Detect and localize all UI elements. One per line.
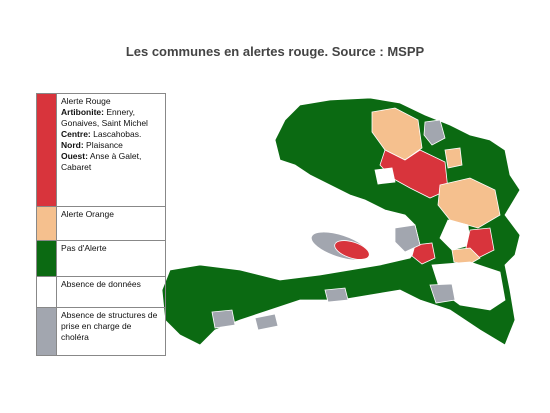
orange-zone <box>451 247 481 266</box>
communes: Anse à Galet, Cabaret <box>61 151 142 172</box>
red-zone <box>411 242 436 265</box>
communes: Lascahobas. <box>93 129 142 139</box>
legend-detail: Centre: Lascahobas. <box>61 129 161 140</box>
communes: Ennery, Gonaives, Saint Michel <box>61 107 148 128</box>
map-title: Les communes en alertes rouge. Source : … <box>125 44 425 59</box>
legend-label: Alerte Rouge <box>61 96 111 106</box>
legend-swatch <box>37 207 57 240</box>
legend-text: Absence de données <box>57 277 145 307</box>
legend-swatch <box>37 308 57 355</box>
orange-zone <box>437 177 501 229</box>
legend-text: Absence de structures de prise en charge… <box>57 308 165 355</box>
gray-zone <box>211 309 236 329</box>
legend-label: Pas d'Alerte <box>61 243 107 253</box>
department: Artibonite: <box>61 107 104 117</box>
legend-row: Alerte Rouge Artibonite: Ennery, Gonaives… <box>37 94 165 206</box>
gray-zone <box>254 313 279 331</box>
legend-text: Pas d'Alerte <box>57 241 111 276</box>
legend-label: Alerte Orange <box>61 209 114 219</box>
department: Ouest: <box>61 151 88 161</box>
legend-swatch <box>37 241 57 276</box>
gray-zone <box>394 224 421 253</box>
white-zone <box>374 167 396 185</box>
gray-zone <box>429 283 456 304</box>
anse-a-galet <box>334 240 370 260</box>
legend-row: Absence de structures de prise en charge… <box>37 307 165 355</box>
gray-zone <box>423 119 446 146</box>
legend-text: Alerte Orange <box>57 207 118 240</box>
legend: Alerte Rouge Artibonite: Ennery, Gonaives… <box>36 93 166 356</box>
legend-swatch <box>37 94 57 206</box>
white-zone <box>439 219 471 251</box>
communes: Plaisance <box>86 140 123 150</box>
legend-row: Pas d'Alerte <box>37 240 165 276</box>
legend-row: Absence de données <box>37 276 165 307</box>
legend-swatch <box>37 277 57 307</box>
legend-detail: Artibonite: Ennery, Gonaives, Saint Mich… <box>61 107 161 129</box>
legend-detail: Nord: Plaisance <box>61 140 161 151</box>
legend-text: Alerte Rouge Artibonite: Ennery, Gonaives… <box>57 94 165 206</box>
legend-row: Alerte Orange <box>37 206 165 240</box>
orange-zone <box>444 147 463 169</box>
department: Centre: <box>61 129 91 139</box>
legend-label: Absence de données <box>61 279 141 289</box>
gray-zone <box>324 287 349 303</box>
legend-detail: Ouest: Anse à Galet, Cabaret <box>61 151 161 173</box>
legend-label: Absence de structures de prise en charge… <box>61 310 158 342</box>
department: Nord: <box>61 140 84 150</box>
